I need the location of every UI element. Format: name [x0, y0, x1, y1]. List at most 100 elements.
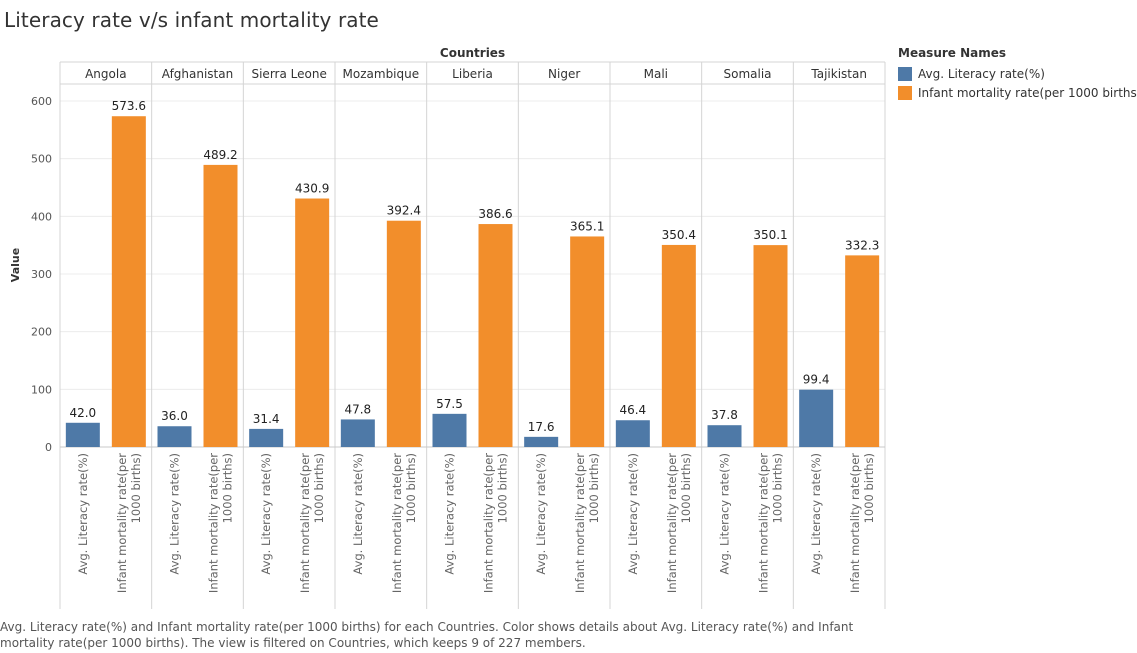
bar — [111, 116, 146, 447]
data-label: 489.2 — [203, 148, 237, 162]
x-axis-label-line: 1000 births) — [587, 453, 601, 523]
bar — [432, 413, 467, 447]
x-axis-label-line: 1000 births) — [771, 453, 785, 523]
x-axis-measure-label: Infant mortality rate(per 1000 births) — [115, 453, 143, 593]
x-axis-label-line: Avg. Literacy rate(%) — [809, 453, 823, 575]
data-label: 573.6 — [112, 99, 146, 113]
category-label: Afghanistan — [162, 67, 233, 81]
x-axis-measure-label: Avg. Literacy rate(%) — [76, 453, 90, 575]
data-label: 430.9 — [295, 182, 329, 196]
data-label: 332.3 — [845, 238, 879, 252]
data-label: 37.8 — [711, 408, 738, 422]
bar — [478, 224, 513, 447]
x-axis-label-line: 1000 births) — [312, 453, 326, 523]
bar — [661, 244, 696, 447]
y-axis-title: Value — [9, 248, 22, 282]
x-axis-label-line: 1000 births) — [129, 453, 143, 523]
x-axis-measure-label: Avg. Literacy rate(%) — [626, 453, 640, 575]
x-axis-measure-label: Avg. Literacy rate(%) — [809, 453, 823, 575]
category-label: Sierra Leone — [251, 67, 326, 81]
x-axis-label-line: Avg. Literacy rate(%) — [259, 453, 273, 575]
data-label: 365.1 — [570, 219, 604, 233]
y-tick-label: 500 — [31, 153, 52, 166]
category-label: Angola — [85, 67, 126, 81]
x-axis-measure-label: Infant mortality rate(per 1000 births) — [390, 453, 418, 593]
bar — [249, 428, 284, 447]
data-label: 46.4 — [619, 403, 646, 417]
x-axis-measure-label: Infant mortality rate(per 1000 births) — [298, 453, 326, 593]
legend-label: Infant mortality rate(per 1000 births) — [918, 85, 1137, 100]
data-label: 36.0 — [161, 409, 188, 423]
data-label: 386.6 — [478, 207, 512, 221]
x-axis-label-line: 1000 births) — [404, 453, 418, 523]
chart-caption: Avg. Literacy rate(%) and Infant mortali… — [0, 620, 854, 650]
category-label: Mali — [644, 67, 668, 81]
bar — [707, 425, 742, 447]
column-header: Countries — [439, 46, 506, 60]
bar — [386, 220, 421, 447]
data-label: 350.4 — [662, 228, 696, 242]
chart-title: Literacy rate v/s infant mortality rate — [4, 8, 379, 32]
x-axis-measure-label: Infant mortality rate(per 1000 births) — [665, 453, 693, 593]
bar — [203, 164, 238, 448]
legend-title: Measure Names — [898, 46, 1007, 60]
x-axis-label-line: Avg. Literacy rate(%) — [351, 453, 365, 575]
bar — [615, 420, 650, 447]
bar — [799, 389, 834, 447]
x-axis-label-line: Infant mortality rate(per — [115, 453, 129, 593]
legend-swatch — [898, 66, 912, 81]
y-tick-label: 600 — [31, 95, 52, 108]
data-label: 31.4 — [253, 412, 280, 426]
x-axis-measure-label: Avg. Literacy rate(%) — [351, 453, 365, 575]
data-label: 99.4 — [803, 373, 830, 387]
x-axis-label-line: Infant mortality rate(per — [390, 453, 404, 593]
bar — [753, 245, 788, 447]
x-axis-measure-label: Avg. Literacy rate(%) — [534, 453, 548, 575]
legend-label: Avg. Literacy rate(%) — [918, 66, 1045, 81]
x-axis-label-line: 1000 births) — [679, 453, 693, 523]
y-tick-label: 200 — [31, 326, 52, 339]
bar — [295, 198, 330, 447]
x-axis-label-line: Avg. Literacy rate(%) — [76, 453, 90, 575]
x-axis-label-line: Infant mortality rate(per — [573, 453, 587, 593]
x-axis-label-line: Infant mortality rate(per — [482, 453, 496, 593]
bar — [524, 436, 559, 447]
bar — [570, 236, 605, 447]
x-axis-label-line: Avg. Literacy rate(%) — [626, 453, 640, 575]
bar — [845, 255, 880, 447]
category-label: Niger — [548, 67, 580, 81]
category-label: Mozambique — [343, 67, 420, 81]
y-tick-label: 300 — [31, 268, 52, 281]
x-axis-measure-label: Infant mortality rate(per 1000 births) — [848, 453, 876, 593]
x-axis-measure-label: Avg. Literacy rate(%) — [718, 453, 732, 575]
y-tick-label: 100 — [31, 383, 52, 396]
x-axis-label-line: 1000 births) — [496, 453, 510, 523]
bar — [157, 426, 192, 447]
data-label: 57.5 — [436, 397, 463, 411]
x-axis-measure-label: Avg. Literacy rate(%) — [443, 453, 457, 575]
x-axis-measure-label: Infant mortality rate(per 1000 births) — [573, 453, 601, 593]
x-axis-measure-label: Avg. Literacy rate(%) — [259, 453, 273, 575]
y-tick-label: 0 — [45, 441, 52, 454]
x-axis-label-line: Infant mortality rate(per — [757, 453, 771, 593]
x-axis-label-line: Avg. Literacy rate(%) — [168, 453, 182, 575]
x-axis-label-line: Avg. Literacy rate(%) — [443, 453, 457, 575]
legend-swatch — [898, 85, 912, 100]
legend-item-infant-mortality[interactable]: Infant mortality rate(per 1000 births) — [898, 83, 1137, 102]
bar-chart: 0 100 200 300 400 500 600 Value Angola 42.0 Avg. L… — [9, 61, 886, 609]
x-axis-label-line: Infant mortality rate(per — [298, 453, 312, 593]
x-axis-measure-label: Infant mortality rate(per 1000 births) — [482, 453, 510, 593]
x-axis-measure-label: Avg. Literacy rate(%) — [168, 453, 182, 575]
x-axis-label-line: Avg. Literacy rate(%) — [718, 453, 732, 575]
legend-item-literacy[interactable]: Avg. Literacy rate(%) — [898, 64, 1137, 83]
bar — [65, 422, 100, 447]
data-label: 392.4 — [387, 204, 421, 218]
x-axis-label-line: Avg. Literacy rate(%) — [534, 453, 548, 575]
legend: Measure Names Avg. Literacy rate(%) Infa… — [898, 46, 1137, 102]
data-label: 350.1 — [753, 228, 787, 242]
category-label: Somalia — [723, 67, 771, 81]
data-label: 47.8 — [344, 402, 371, 416]
bar — [340, 419, 375, 447]
x-axis-label-line: Infant mortality rate(per — [665, 453, 679, 593]
x-axis-label-line: 1000 births) — [221, 453, 235, 523]
